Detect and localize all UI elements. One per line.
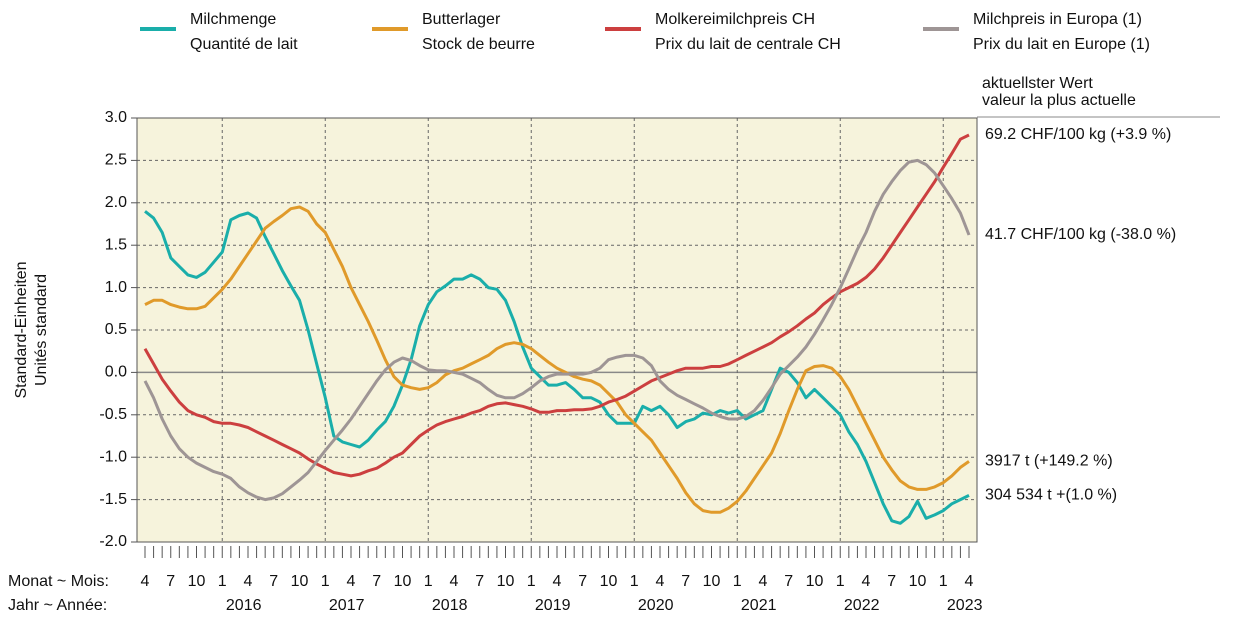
- annotation-title: valeur la plus actuelle: [982, 92, 1136, 109]
- legend-label: Milchpreis in Europa (1): [973, 11, 1142, 28]
- last-value-label: 3917 t (+149.2 %): [985, 453, 1113, 470]
- plot-frame: [136, 117, 978, 543]
- y-tick-label: -1.5: [99, 491, 127, 508]
- x-tick-label: 10: [394, 573, 412, 590]
- x-tick-label: 1: [527, 573, 536, 590]
- series-line: [144, 205, 970, 514]
- x-tick-label: 4: [862, 573, 871, 590]
- x-tick-label: 4: [965, 573, 974, 590]
- legend-label: Butterlager: [422, 11, 501, 28]
- annotation-title: aktuellster Wert: [982, 75, 1093, 92]
- x-axis-label: Monat ~ Mois:: [8, 573, 109, 590]
- last-value-label: 41.7 CHF/100 kg (-38.0 %): [985, 226, 1176, 243]
- x-tick-label: 10: [497, 573, 515, 590]
- x-tick-label: 7: [784, 573, 793, 590]
- x-tick-label: 4: [553, 573, 562, 590]
- y-tick-label: -0.5: [99, 406, 127, 423]
- y-tick-label: 2.0: [105, 194, 127, 211]
- x-tick-label: 7: [475, 573, 484, 590]
- x-tick-label: 4: [759, 573, 768, 590]
- x-tick-label: 4: [244, 573, 253, 590]
- x-tick-label: 10: [600, 573, 618, 590]
- x-tick-label: 4: [141, 573, 150, 590]
- x-tick-label: 10: [188, 573, 206, 590]
- x-tick-label: 1: [836, 573, 845, 590]
- x-tick-label: 1: [630, 573, 639, 590]
- y-tick-label: 0.5: [105, 321, 127, 338]
- y-tick-label: 3.0: [105, 109, 127, 126]
- year-label: 2021: [741, 597, 777, 614]
- x-axis-label: Jahr ~ Année:: [8, 597, 107, 614]
- year-label: 2016: [226, 597, 262, 614]
- y-tick-label: -2.0: [99, 533, 127, 550]
- year-label: 2019: [535, 597, 571, 614]
- x-tick-label: 1: [733, 573, 742, 590]
- y-tick-label: 1.0: [105, 279, 127, 296]
- x-tick-label: 10: [806, 573, 824, 590]
- legend-label: Molkereimilchpreis CH: [655, 11, 815, 28]
- year-label: 2018: [432, 597, 468, 614]
- x-tick-label: 7: [887, 573, 896, 590]
- x-tick-label: 4: [450, 573, 459, 590]
- series-line: [143, 158, 971, 502]
- year-label: 2017: [329, 597, 365, 614]
- y-tick-label: 2.5: [105, 152, 127, 169]
- x-tick-label: 10: [703, 573, 721, 590]
- y-tick-label: 0.0: [105, 364, 127, 381]
- y-tick-label: -1.0: [99, 448, 127, 465]
- last-value-label: 304 534 t +(1.0 %): [985, 487, 1117, 504]
- x-tick-label: 1: [218, 573, 227, 590]
- series-line: [144, 210, 970, 525]
- x-tick-label: 10: [909, 573, 927, 590]
- legend-label: Stock de beurre: [422, 36, 535, 53]
- legend-label: Prix du lait en Europe (1): [973, 36, 1150, 53]
- x-tick-label: 4: [347, 573, 356, 590]
- x-tick-label: 1: [424, 573, 433, 590]
- year-label: 2020: [638, 597, 674, 614]
- x-tick-label: 1: [939, 573, 948, 590]
- x-tick-label: 7: [166, 573, 175, 590]
- x-tick-label: 7: [578, 573, 587, 590]
- x-tick-label: 7: [372, 573, 381, 590]
- legend-label: Prix du lait de centrale CH: [655, 36, 841, 53]
- x-tick-label: 7: [269, 573, 278, 590]
- y-tick-label: 1.5: [105, 236, 127, 253]
- year-label: 2022: [844, 597, 880, 614]
- y-axis-label: Standard-Einheiten: [13, 262, 30, 399]
- series-line: [143, 133, 970, 478]
- last-value-label: 69.2 CHF/100 kg (+3.9 %): [985, 126, 1171, 143]
- legend-label: Milchmenge: [190, 11, 276, 28]
- x-tick-label: 10: [291, 573, 309, 590]
- y-axis-label: Unités standard: [33, 274, 50, 386]
- x-tick-label: 7: [681, 573, 690, 590]
- legend-label: Quantité de lait: [190, 36, 298, 53]
- year-label: 2023: [947, 597, 983, 614]
- x-tick-label: 4: [656, 573, 665, 590]
- x-tick-label: 1: [321, 573, 330, 590]
